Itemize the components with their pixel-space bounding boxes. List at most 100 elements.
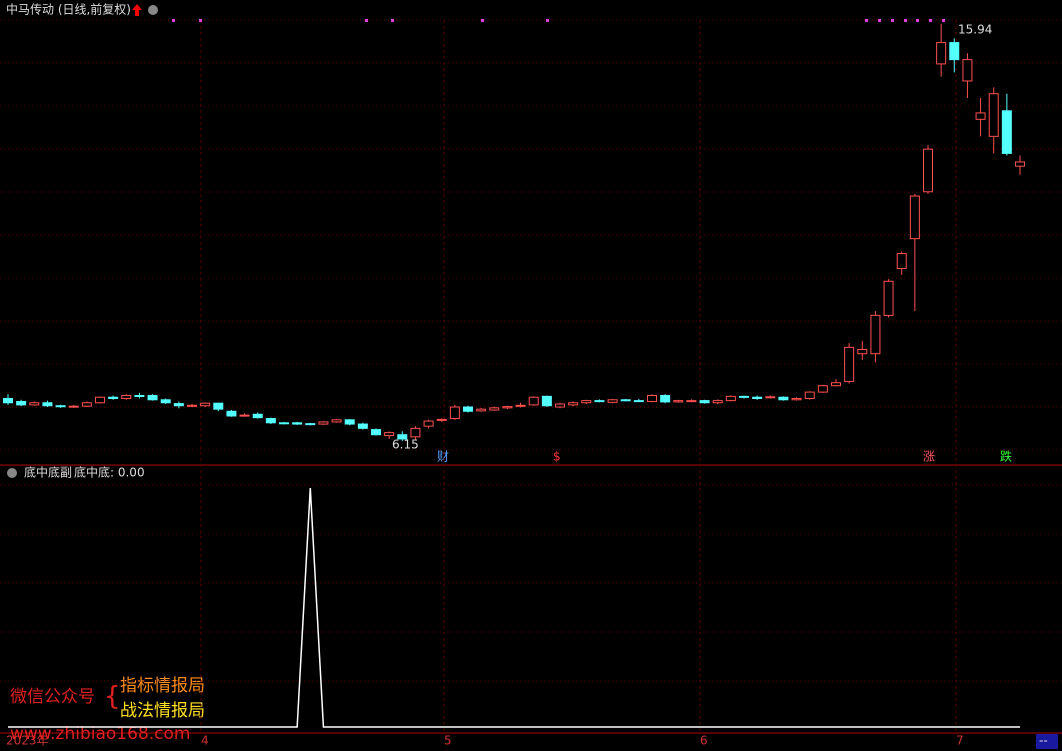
candle-body xyxy=(173,403,184,407)
candle-body xyxy=(909,195,920,240)
signal-dot xyxy=(878,19,881,22)
candle-body xyxy=(436,418,447,421)
candle-body xyxy=(476,408,487,412)
menu-icon[interactable] xyxy=(148,5,158,15)
signal-dot xyxy=(942,19,945,22)
x-label: 6 xyxy=(700,734,708,748)
candle-body xyxy=(489,407,500,411)
watermark-line1: 指标情报局 xyxy=(120,676,205,696)
candle-body xyxy=(357,423,368,429)
candle-body xyxy=(699,400,710,404)
candle-body xyxy=(739,395,749,398)
signal-dot xyxy=(929,19,932,22)
candle-body xyxy=(95,396,105,404)
candle-body xyxy=(607,399,618,403)
up-arrow-icon xyxy=(132,4,142,16)
candle-body xyxy=(515,404,526,407)
candle-body xyxy=(936,42,947,65)
candle-body xyxy=(817,385,828,393)
signal-dot xyxy=(891,19,894,22)
watermark-line2: 战法情报局 xyxy=(120,701,205,721)
candle-body xyxy=(962,59,973,82)
candle-body xyxy=(725,395,736,402)
signal-dot xyxy=(546,19,549,22)
candle-body xyxy=(949,42,960,61)
candle-body xyxy=(541,395,552,407)
x-label: 7 xyxy=(956,734,964,748)
event-marker: 财 xyxy=(437,450,449,464)
x-label: -- xyxy=(1039,734,1048,748)
candle-body xyxy=(831,382,841,387)
candle-body xyxy=(108,396,119,399)
candle-body xyxy=(423,420,434,427)
brace: { xyxy=(104,682,121,712)
x-label: 2023年 xyxy=(6,734,49,748)
candle-body xyxy=(975,112,986,120)
candle-body xyxy=(673,400,684,403)
candle-body xyxy=(384,432,395,437)
candle-body xyxy=(449,406,460,420)
candle-body xyxy=(647,395,657,402)
candle-body xyxy=(331,419,342,423)
candle-body xyxy=(660,395,671,403)
candle-body xyxy=(226,410,237,417)
signal-dot xyxy=(904,19,907,22)
candle-body xyxy=(1001,110,1012,154)
signal-dot xyxy=(481,19,484,22)
signal-dot xyxy=(199,19,202,22)
signal-dot xyxy=(172,19,175,22)
candle-body xyxy=(410,427,421,438)
candle-body xyxy=(844,346,855,382)
candle-body xyxy=(397,434,408,440)
candle-body xyxy=(988,93,999,137)
indicator-line xyxy=(8,487,1020,728)
candle-body xyxy=(620,399,631,402)
layout xyxy=(0,19,1062,733)
candle-body xyxy=(55,405,66,408)
panel-icon[interactable] xyxy=(7,468,17,478)
candle-body xyxy=(292,422,303,425)
chart-title: 中马传动 (日线,前复权) xyxy=(6,2,131,17)
candle-body xyxy=(147,395,158,401)
candle-body xyxy=(791,397,802,401)
signal-dot xyxy=(365,19,368,22)
candle-body xyxy=(239,414,250,417)
candle-body xyxy=(265,418,276,424)
candle-body xyxy=(318,421,329,425)
candle-body xyxy=(778,396,789,401)
candle-body xyxy=(896,253,907,269)
candle-body xyxy=(81,402,92,407)
candle-body xyxy=(305,423,316,426)
candle-body xyxy=(200,402,211,407)
candle-body xyxy=(344,419,355,425)
candle-body xyxy=(29,402,40,406)
candle-body xyxy=(502,406,513,409)
candle-body xyxy=(686,400,697,403)
event-marker: 涨 xyxy=(923,449,935,464)
candle-body xyxy=(134,395,145,398)
candle-body xyxy=(42,402,53,407)
indicator-title: 底中底副 xyxy=(24,465,72,480)
high-annotation: 15.94 xyxy=(958,23,992,37)
scroll-button[interactable] xyxy=(1036,734,1058,749)
candle-body xyxy=(371,429,381,436)
candle-body xyxy=(804,391,815,399)
candle-body xyxy=(712,400,723,404)
candle-body xyxy=(213,402,224,410)
candle-body xyxy=(594,400,605,403)
low-annotation: 6.15 xyxy=(392,438,419,452)
candle-body xyxy=(252,413,263,419)
signal-dot xyxy=(865,19,868,22)
candle-body xyxy=(883,280,894,316)
candle-body xyxy=(121,395,132,399)
indicator-value: 底中底: 0.00 xyxy=(74,465,145,480)
candle-body xyxy=(857,348,868,355)
candle-body xyxy=(870,314,881,355)
candle-body xyxy=(923,148,933,193)
x-label: 4 xyxy=(201,734,209,748)
candle-body xyxy=(160,399,171,404)
event-marker: $ xyxy=(553,450,561,464)
